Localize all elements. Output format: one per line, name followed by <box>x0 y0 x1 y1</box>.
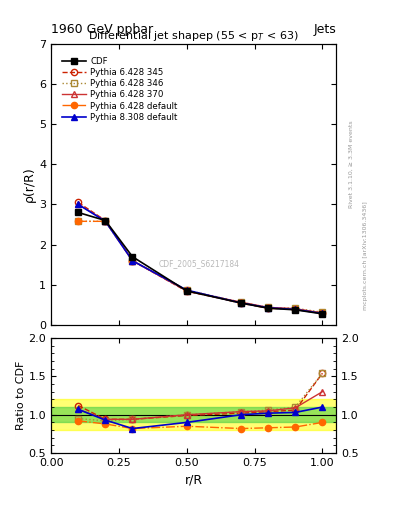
Text: Rivet 3.1.10, ≥ 3.3M events: Rivet 3.1.10, ≥ 3.3M events <box>349 120 354 208</box>
Text: CDF_2005_S6217184: CDF_2005_S6217184 <box>159 259 240 268</box>
Text: mcplots.cern.ch [arXiv:1306.3436]: mcplots.cern.ch [arXiv:1306.3436] <box>363 202 368 310</box>
X-axis label: r/R: r/R <box>184 474 203 486</box>
Title: Differential jet shapep (55 < p$_T$ < 63): Differential jet shapep (55 < p$_T$ < 63… <box>88 29 299 44</box>
Text: Jets: Jets <box>313 23 336 36</box>
Y-axis label: ρ(r/R): ρ(r/R) <box>23 166 36 202</box>
Y-axis label: Ratio to CDF: Ratio to CDF <box>16 361 26 430</box>
Bar <box>51 407 336 422</box>
Legend: CDF, Pythia 6.428 345, Pythia 6.428 346, Pythia 6.428 370, Pythia 6.428 default,: CDF, Pythia 6.428 345, Pythia 6.428 346,… <box>58 53 181 125</box>
Bar <box>51 399 336 430</box>
Text: 1960 GeV ppbar: 1960 GeV ppbar <box>51 23 153 36</box>
